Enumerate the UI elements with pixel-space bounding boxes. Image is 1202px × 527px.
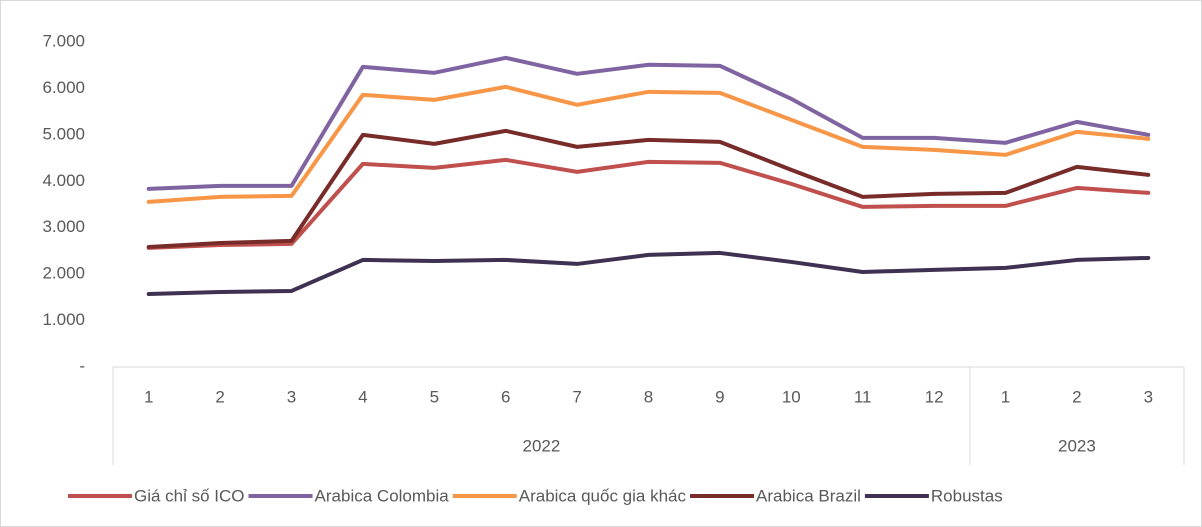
y-tick-label: 1.000 (42, 310, 85, 329)
group-label: 2023 (1058, 436, 1096, 455)
series-line (146, 55, 1151, 191)
x-tick-label: 5 (430, 387, 439, 406)
x-tick-label: 11 (854, 387, 872, 406)
legend-label: Giá chỉ số ICO (134, 486, 245, 505)
series-line (146, 84, 1151, 204)
legend-label: Arabica Brazil (756, 486, 861, 505)
x-tick-label: 2 (1072, 387, 1081, 406)
y-tick-label: 6.000 (42, 78, 85, 97)
x-tick-label: 1 (1001, 387, 1010, 406)
x-tick-label: 7 (572, 387, 581, 406)
series-line (146, 128, 1151, 249)
y-tick-label: 7.000 (42, 31, 85, 50)
x-tick-label: 9 (715, 387, 724, 406)
y-tick-label: 2.000 (42, 264, 85, 283)
series-line (146, 250, 1151, 296)
x-tick-label: 12 (925, 387, 944, 406)
x-tick-label: 8 (644, 387, 653, 406)
y-tick-label: 3.000 (42, 217, 85, 236)
x-tick-label: 1 (144, 387, 153, 406)
x-tick-label: 3 (1144, 387, 1153, 406)
x-tick-label: 4 (358, 387, 367, 406)
x-tick-label: 6 (501, 387, 510, 406)
x-tick-label: 10 (782, 387, 801, 406)
series-line (146, 157, 1151, 250)
legend-label: Robustas (931, 486, 1003, 505)
y-tick-label: 5.000 (42, 124, 85, 143)
y-tick-label: 4.000 (42, 171, 85, 190)
y-tick-label: - (79, 356, 85, 375)
x-tick-label: 3 (287, 387, 296, 406)
group-label: 2022 (522, 436, 560, 455)
legend-label: Arabica quốc gia khác (519, 486, 687, 505)
legend-label: Arabica Colombia (315, 486, 450, 505)
x-tick-label: 2 (215, 387, 224, 406)
